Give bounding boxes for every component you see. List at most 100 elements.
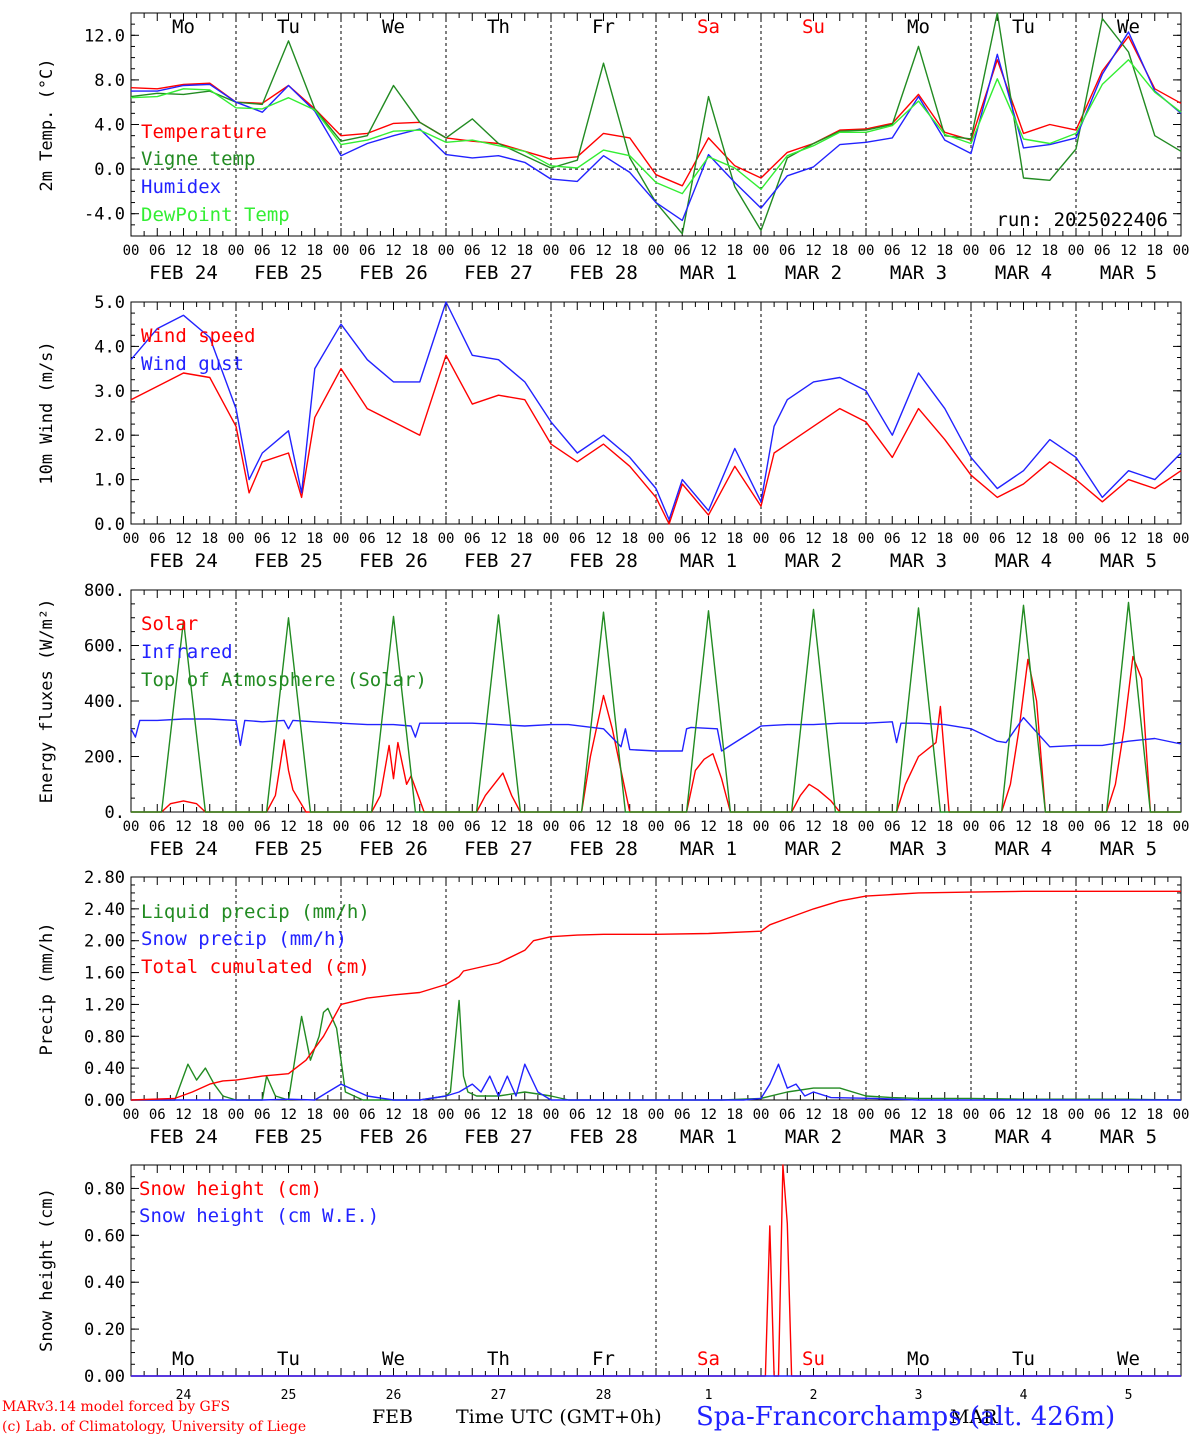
x-hour-label: 18 [1041, 819, 1058, 835]
day-number-label: 2 [810, 1388, 818, 1403]
x-hour-label: 12 [490, 531, 507, 547]
y-tick-label: 8.0 [94, 71, 125, 91]
date-label: FEB 26 [359, 262, 428, 284]
x-hour-label: 00 [1068, 243, 1085, 259]
legend-entry: Vigne temp [141, 148, 255, 170]
legend-entry: Snow height (cm W.E.) [139, 1205, 379, 1227]
x-hour-label: 18 [831, 243, 848, 259]
x-hour-label: 12 [595, 531, 612, 547]
x-hour-label: 18 [201, 243, 218, 259]
legend-entry: DewPoint Temp [141, 204, 290, 226]
y-tick-label: 1.0 [94, 471, 125, 491]
y-tick-label: 0.20 [84, 1320, 125, 1340]
x-hour-label: 18 [726, 1107, 743, 1123]
x-hour-label: 06 [884, 243, 901, 259]
legend-entry: Liquid precip (mm/h) [141, 901, 370, 923]
x-hour-label: 12 [1015, 243, 1032, 259]
x-hour-label: 12 [280, 819, 297, 835]
x-hour-label: 00 [228, 243, 245, 259]
legend-entry: Snow precip (mm/h) [141, 928, 347, 950]
x-hour-label: 06 [989, 531, 1006, 547]
date-label: MAR 2 [785, 550, 842, 572]
weekday-label: Th [487, 16, 510, 38]
x-hour-label: 18 [621, 1107, 638, 1123]
x-hour-label: 12 [805, 1107, 822, 1123]
x-hour-label: 06 [569, 819, 586, 835]
series-line-infrared [130, 716, 1182, 752]
x-hour-label: 06 [254, 243, 271, 259]
month-label: FEB [372, 1406, 414, 1428]
x-hour-label: 12 [595, 819, 612, 835]
x-hour-label: 12 [805, 819, 822, 835]
x-hour-label: 00 [543, 1107, 560, 1123]
date-label: FEB 26 [359, 838, 428, 860]
x-hour-label: 00 [753, 531, 770, 547]
x-hour-label: 00 [543, 531, 560, 547]
date-label: FEB 27 [464, 838, 533, 860]
x-hour-label: 00 [858, 1107, 875, 1123]
date-label: MAR 4 [995, 550, 1052, 572]
x-hour-label: 00 [1173, 1107, 1190, 1123]
x-hour-label: 06 [989, 243, 1006, 259]
x-hour-label: 06 [149, 819, 166, 835]
x-hour-label: 06 [464, 243, 481, 259]
x-hour-label: 18 [411, 1107, 428, 1123]
x-hour-label: 18 [621, 531, 638, 547]
y-axis-label: 2m Temp. (°C) [37, 58, 57, 191]
date-label: MAR 1 [680, 838, 737, 860]
x-hour-label: 18 [1146, 243, 1163, 259]
day-number-label: 27 [491, 1388, 507, 1403]
date-label: MAR 5 [1100, 838, 1157, 860]
x-hour-label: 06 [1094, 1107, 1111, 1123]
weekday-label-bottom: Su [802, 1348, 825, 1370]
y-tick-label: 2.40 [84, 900, 125, 920]
x-hour-label: 00 [438, 1107, 455, 1123]
x-hour-label: 12 [910, 243, 927, 259]
x-hour-label: 18 [306, 243, 323, 259]
series-line-dewpoint-temp [130, 59, 1182, 195]
legend-entry: Temperature [141, 121, 267, 143]
x-hour-label: 06 [779, 531, 796, 547]
x-hour-label: 12 [700, 1107, 717, 1123]
x-hour-label: 00 [228, 1107, 245, 1123]
date-label: MAR 4 [995, 838, 1052, 860]
x-hour-label: 12 [1120, 819, 1137, 835]
weekday-label-bottom: Sa [697, 1348, 720, 1370]
date-label: FEB 28 [569, 1126, 638, 1148]
x-hour-label: 06 [779, 819, 796, 835]
x-hour-label: 12 [1120, 243, 1137, 259]
date-label: FEB 25 [254, 262, 323, 284]
day-number-label: 1 [705, 1388, 713, 1403]
date-label: FEB 24 [149, 1126, 218, 1148]
x-hour-label: 00 [333, 531, 350, 547]
x-hour-label: 12 [700, 531, 717, 547]
x-hour-label: 18 [516, 531, 533, 547]
x-hour-label: 00 [648, 1107, 665, 1123]
y-tick-label: 0.80 [84, 1027, 125, 1047]
y-tick-label: 1.60 [84, 964, 125, 984]
series-line-liquid-precip-mm-h- [131, 999, 1182, 1101]
x-hour-label: 12 [700, 243, 717, 259]
x-hour-label: 06 [254, 1107, 271, 1123]
date-label: MAR 5 [1100, 262, 1157, 284]
date-label: MAR 3 [890, 262, 947, 284]
x-hour-label: 06 [884, 531, 901, 547]
x-hour-label: 06 [254, 531, 271, 547]
y-tick-label: 0.60 [84, 1226, 125, 1246]
x-hour-label: 12 [490, 819, 507, 835]
x-hour-label: 00 [963, 531, 980, 547]
x-hour-label: 18 [411, 531, 428, 547]
y-tick-label: 800. [84, 581, 125, 601]
y-tick-label: 3.0 [94, 382, 125, 402]
weekday-label: Sa [697, 16, 720, 38]
x-hour-label: 18 [1146, 1107, 1163, 1123]
x-hour-label: 18 [1041, 1107, 1058, 1123]
date-label: MAR 5 [1100, 1126, 1157, 1148]
y-axis-label: Snow height (cm) [37, 1188, 57, 1352]
x-hour-label: 00 [963, 243, 980, 259]
x-hour-label: 18 [936, 243, 953, 259]
x-hour-label: 18 [1146, 531, 1163, 547]
x-hour-label: 00 [1173, 531, 1190, 547]
x-hour-label: 00 [858, 531, 875, 547]
